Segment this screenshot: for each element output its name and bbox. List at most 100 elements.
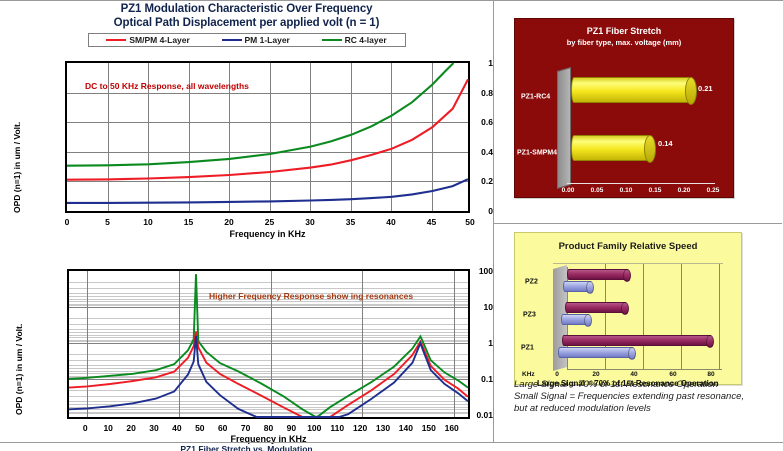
chart2-xtick: 160	[444, 423, 459, 433]
speed-overlay-label: Large Signal = 70% of 1st Resonance Oper…	[537, 379, 719, 388]
fiber-bar-rc4	[571, 77, 697, 105]
chart2-plot-frame: Higher Frequency Response show ing reson…	[67, 269, 470, 419]
speed-unit-label: KHz	[522, 371, 535, 378]
chart1-xtick: 20	[224, 217, 234, 227]
legend-label-pm1: PM 1-Layer	[244, 35, 290, 45]
fiber-chart-title: PZ1 Fiber Stretch by fiber type, max. vo…	[515, 19, 733, 48]
speed-xtick: 60	[669, 371, 677, 378]
speed-category-pz2: PZ2	[525, 278, 538, 286]
relative-speed-chart: Product Family Relative Speed PZ2	[514, 232, 742, 388]
fiber-xtick: 0.00	[561, 187, 575, 194]
chart1-xtick: 5	[105, 217, 110, 227]
chart2-xtick: 80	[263, 423, 274, 433]
chart2-ytick: 0.01	[476, 410, 493, 420]
speed-xtick: 80	[707, 371, 715, 378]
legend-item-smpm4: SM/PM 4-Layer	[106, 35, 190, 45]
note-line: Large Signal = 70% of 1st Resonance Oper…	[514, 379, 719, 390]
chart1-ytick: 0.4	[481, 146, 493, 157]
chart1-series-paths	[66, 62, 469, 204]
fiber-bar-value-rc4: 0.21	[698, 84, 713, 93]
chart1-xtick: 30	[305, 217, 315, 227]
chart2-xtick: 20	[126, 423, 136, 433]
chart1-xtick: 45	[426, 217, 437, 227]
chart2-xtick: 130	[375, 423, 391, 433]
chart1-xtick: 25	[264, 217, 275, 227]
chart2-ytick: 10	[483, 302, 493, 312]
chart2-xlabel: Frequency in KHz	[230, 434, 307, 444]
speed-xtick: 40	[630, 371, 638, 378]
chart1-ytick: 0	[488, 206, 493, 216]
note-line: but at reduced modulation levels	[514, 403, 651, 414]
chart2-series-paths	[68, 274, 469, 419]
legend-swatch-pm1	[221, 38, 242, 42]
legend-swatch-smpm4	[106, 38, 127, 42]
speed-category-pz3: PZ3	[523, 311, 536, 319]
chart1-xtick: 35	[345, 217, 356, 227]
speed-bar-pz1-small	[562, 335, 714, 348]
chart2-xtick: 140	[398, 423, 413, 433]
speed-notes: Large Signal = 70% of 1st Resonance Oper…	[514, 379, 776, 415]
chart1-xlabel: Frequency in KHz	[229, 229, 306, 239]
fiber-bar-value-smpm4: 0.14	[658, 139, 673, 148]
speed-bar-pz3-small	[565, 302, 629, 315]
speed-xtick: 0	[555, 371, 559, 378]
chart2-xtick: 150	[421, 423, 436, 433]
chart1-ytick: 0.2	[481, 176, 493, 187]
chart1-xtick: 10	[143, 217, 153, 227]
chart1-xtick: 40	[386, 217, 396, 227]
speed-bar-pz1-large	[558, 347, 636, 360]
fiber-bar-smpm4	[571, 135, 656, 163]
speed-category-pz1: PZ1	[521, 344, 534, 352]
fiber-category-smpm4: PZ1-SMPM4	[517, 149, 558, 157]
speed-bar-pz2-large	[563, 281, 594, 294]
chart1-plot-area: OPD (n=1) in um / Volt. 1 0.8 0.6 0.4 0.…	[0, 49, 493, 241]
fiber-axis-line	[567, 183, 715, 184]
fiber-stretch-panel: PZ1 Fiber Stretch by fiber type, max. vo…	[494, 0, 782, 224]
chart1-ytick: 0.8	[481, 87, 493, 98]
chart1-annotation: DC to 50 KHz Response, all wavelengths	[85, 81, 249, 91]
chart2-plot-area: OPD (n=1) in um / Volt. 100 10 1 0.1 0.0…	[0, 257, 493, 451]
legend-item-pm1: PM 1-Layer	[221, 35, 290, 45]
fiber-backwall	[557, 66, 571, 190]
chart1-title-line2: Optical Path Displacement per applied vo…	[113, 17, 380, 29]
chart1-ytick: 0.6	[481, 117, 493, 128]
chart2-ylabel: OPD (n=1) in um / Volt.	[14, 323, 24, 415]
speed-xtick: 20	[592, 371, 600, 378]
chart1-title: PZ1 Modulation Characteristic Over Frequ…	[0, 2, 493, 30]
left-charts-column: PZ1 Modulation Characteristic Over Frequ…	[0, 0, 494, 451]
chart1-title-line1: PZ1 Modulation Characteristic Over Frequ…	[120, 3, 373, 15]
chart2-ytick: 100	[478, 266, 493, 276]
chart2-xtick: 110	[330, 423, 345, 433]
chart2-xtick: 30	[149, 423, 159, 433]
chart1-legend: SM/PM 4-Layer PM 1-Layer RC 4-layer	[87, 33, 406, 47]
note-line: Small Signal = Frequencies extending pas…	[514, 391, 744, 402]
chart2-ytick: 1	[488, 338, 493, 348]
chart1-xtick: 0	[64, 217, 70, 227]
speed-bar-pz2-small	[567, 269, 631, 282]
chart1-xtick: 50	[465, 217, 475, 227]
legend-swatch-rc4	[321, 38, 342, 42]
relative-speed-panel: Product Family Relative Speed PZ2	[494, 224, 782, 442]
chart2-ytick: 0.1	[481, 374, 493, 384]
chart1-xtick: 15	[183, 217, 194, 227]
fiber-title-line2: by fiber type, max. voltage (mm)	[566, 38, 682, 47]
chart2-xtick: 0	[82, 423, 88, 433]
chart2-xtick: 10	[103, 423, 113, 433]
fiber-stretch-chart: PZ1 Fiber Stretch by fiber type, max. vo…	[514, 18, 734, 198]
chart2-xtick: 100	[307, 423, 322, 433]
fiber-title-line1: PZ1 Fiber Stretch	[586, 26, 662, 36]
legend-label-smpm4: SM/PM 4-Layer	[129, 35, 190, 45]
speed-chart-title: Product Family Relative Speed	[558, 241, 698, 252]
legend-item-rc4: RC 4-layer	[321, 35, 387, 45]
fiber-xtick: 0.25	[706, 187, 720, 194]
legend-label-rc4: RC 4-layer	[344, 35, 387, 45]
fiber-xtick: 0.15	[648, 187, 662, 194]
chart2-xtick: 70	[240, 423, 251, 433]
chart1-ylabel: OPD (n=1) in um / Volt.	[12, 121, 22, 213]
chart1-ytick: 1	[488, 58, 493, 68]
fiber-category-rc4: PZ1-RC4	[521, 93, 551, 101]
speed-bar-pz3-large	[561, 314, 592, 327]
chart2-annotation: Higher Frequency Response show ing reson…	[209, 291, 414, 301]
chart2-xtick: 60	[217, 423, 228, 433]
